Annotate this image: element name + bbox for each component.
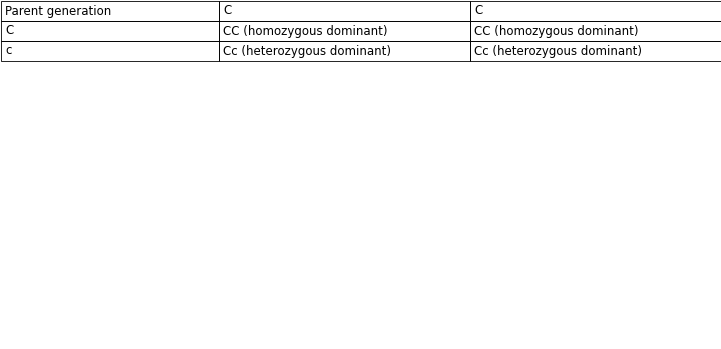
Bar [219,1,470,21]
Bar [470,1,721,21]
Text: Cc (heterozygous dominant): Cc (heterozygous dominant) [223,45,391,58]
Bar [1,1,219,21]
Text: C: C [5,24,13,37]
Text: Cc (heterozygous dominant): Cc (heterozygous dominant) [474,45,642,58]
Text: C: C [474,5,482,17]
Bar [219,41,470,61]
Bar [1,21,219,41]
Text: CC (homozygous dominant): CC (homozygous dominant) [223,24,387,37]
Text: c: c [5,45,12,58]
Bar [470,21,721,41]
Bar [219,21,470,41]
Text: C: C [223,5,231,17]
Text: CC (homozygous dominant): CC (homozygous dominant) [474,24,639,37]
Text: Parent generation: Parent generation [5,5,111,17]
Bar [1,41,219,61]
Bar [470,41,721,61]
